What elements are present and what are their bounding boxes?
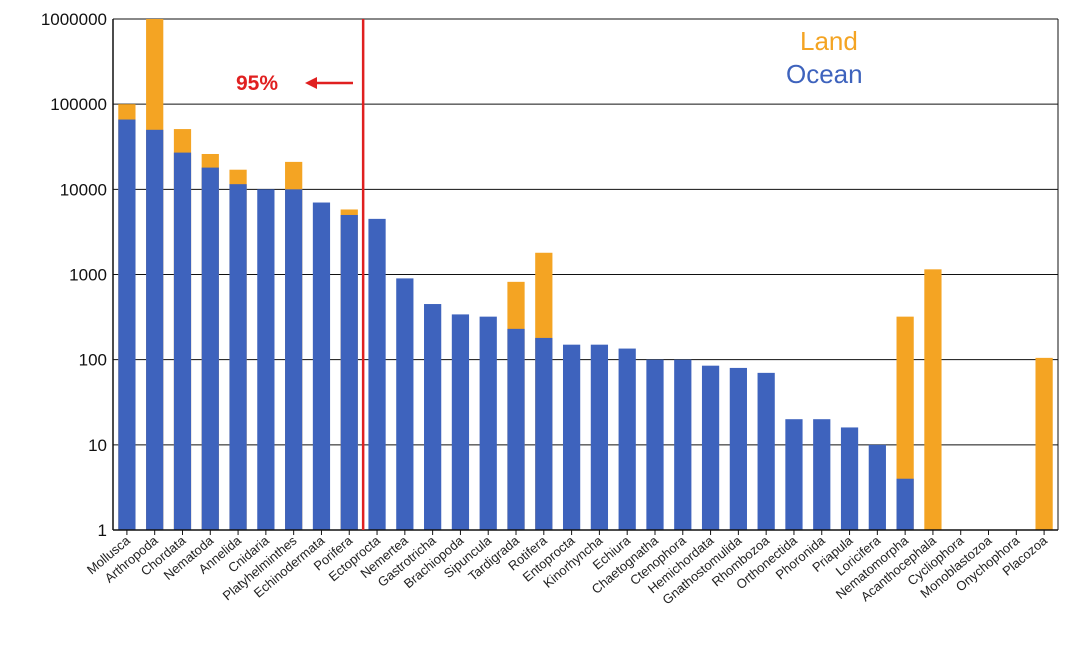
bar-ocean — [368, 218, 386, 530]
legend-land: Land — [800, 26, 858, 56]
bar-ocean — [507, 328, 525, 530]
bar-ocean — [257, 189, 275, 531]
bar-ocean — [340, 214, 358, 530]
bar-ocean — [646, 359, 664, 530]
axes — [112, 19, 1059, 535]
annotation-label: 95% — [236, 72, 278, 95]
y-tick-label: 1 — [98, 521, 107, 540]
bar-ocean — [396, 278, 414, 530]
bar-ocean — [618, 348, 636, 530]
bar-ocean — [785, 419, 803, 530]
bar-ocean — [840, 427, 859, 530]
bar-ocean — [590, 344, 609, 530]
arrow-head — [305, 77, 317, 89]
bar-ocean — [729, 367, 747, 530]
bar-ocean — [201, 167, 219, 530]
y-tick-label: 10 — [88, 436, 107, 455]
bar-ocean — [896, 478, 914, 530]
bar-land — [896, 316, 914, 530]
bar-ocean — [146, 129, 164, 530]
legend: Land Ocean — [786, 26, 863, 89]
x-tick-labels: MolluscaArthropodaChordataNematodaAnneli… — [84, 532, 1051, 607]
y-tick-labels: 1 10 100 1000 10000 100000 1000000 — [41, 10, 107, 540]
y-tick-label: 1000 — [69, 266, 107, 285]
bar-land — [924, 269, 942, 530]
bar-ocean — [312, 202, 331, 530]
y-tick-label: 1000000 — [41, 10, 107, 29]
y-tick-label: 100000 — [50, 95, 107, 114]
bar-ocean — [173, 152, 192, 530]
bar-ocean — [118, 119, 136, 530]
bar-ocean — [674, 359, 692, 530]
bar-ocean — [451, 314, 470, 530]
bar-ocean — [424, 304, 442, 530]
y-tick-label: 100 — [79, 351, 107, 370]
grid-lines — [113, 18, 1058, 531]
bar-ocean — [229, 184, 247, 531]
bar-ocean — [285, 189, 303, 531]
bar-ocean — [479, 316, 497, 530]
bar-land — [1035, 357, 1053, 530]
y-tick-label: 10000 — [60, 180, 107, 199]
legend-ocean: Ocean — [786, 59, 863, 89]
annotation-95: 95% — [236, 19, 365, 530]
bar-ocean — [868, 444, 886, 530]
bar-ocean — [757, 372, 775, 530]
bars — [118, 19, 1053, 531]
bar-ocean — [562, 344, 581, 530]
bar-ocean — [813, 419, 831, 530]
bar-ocean — [701, 365, 720, 530]
bar-ocean — [535, 337, 553, 530]
